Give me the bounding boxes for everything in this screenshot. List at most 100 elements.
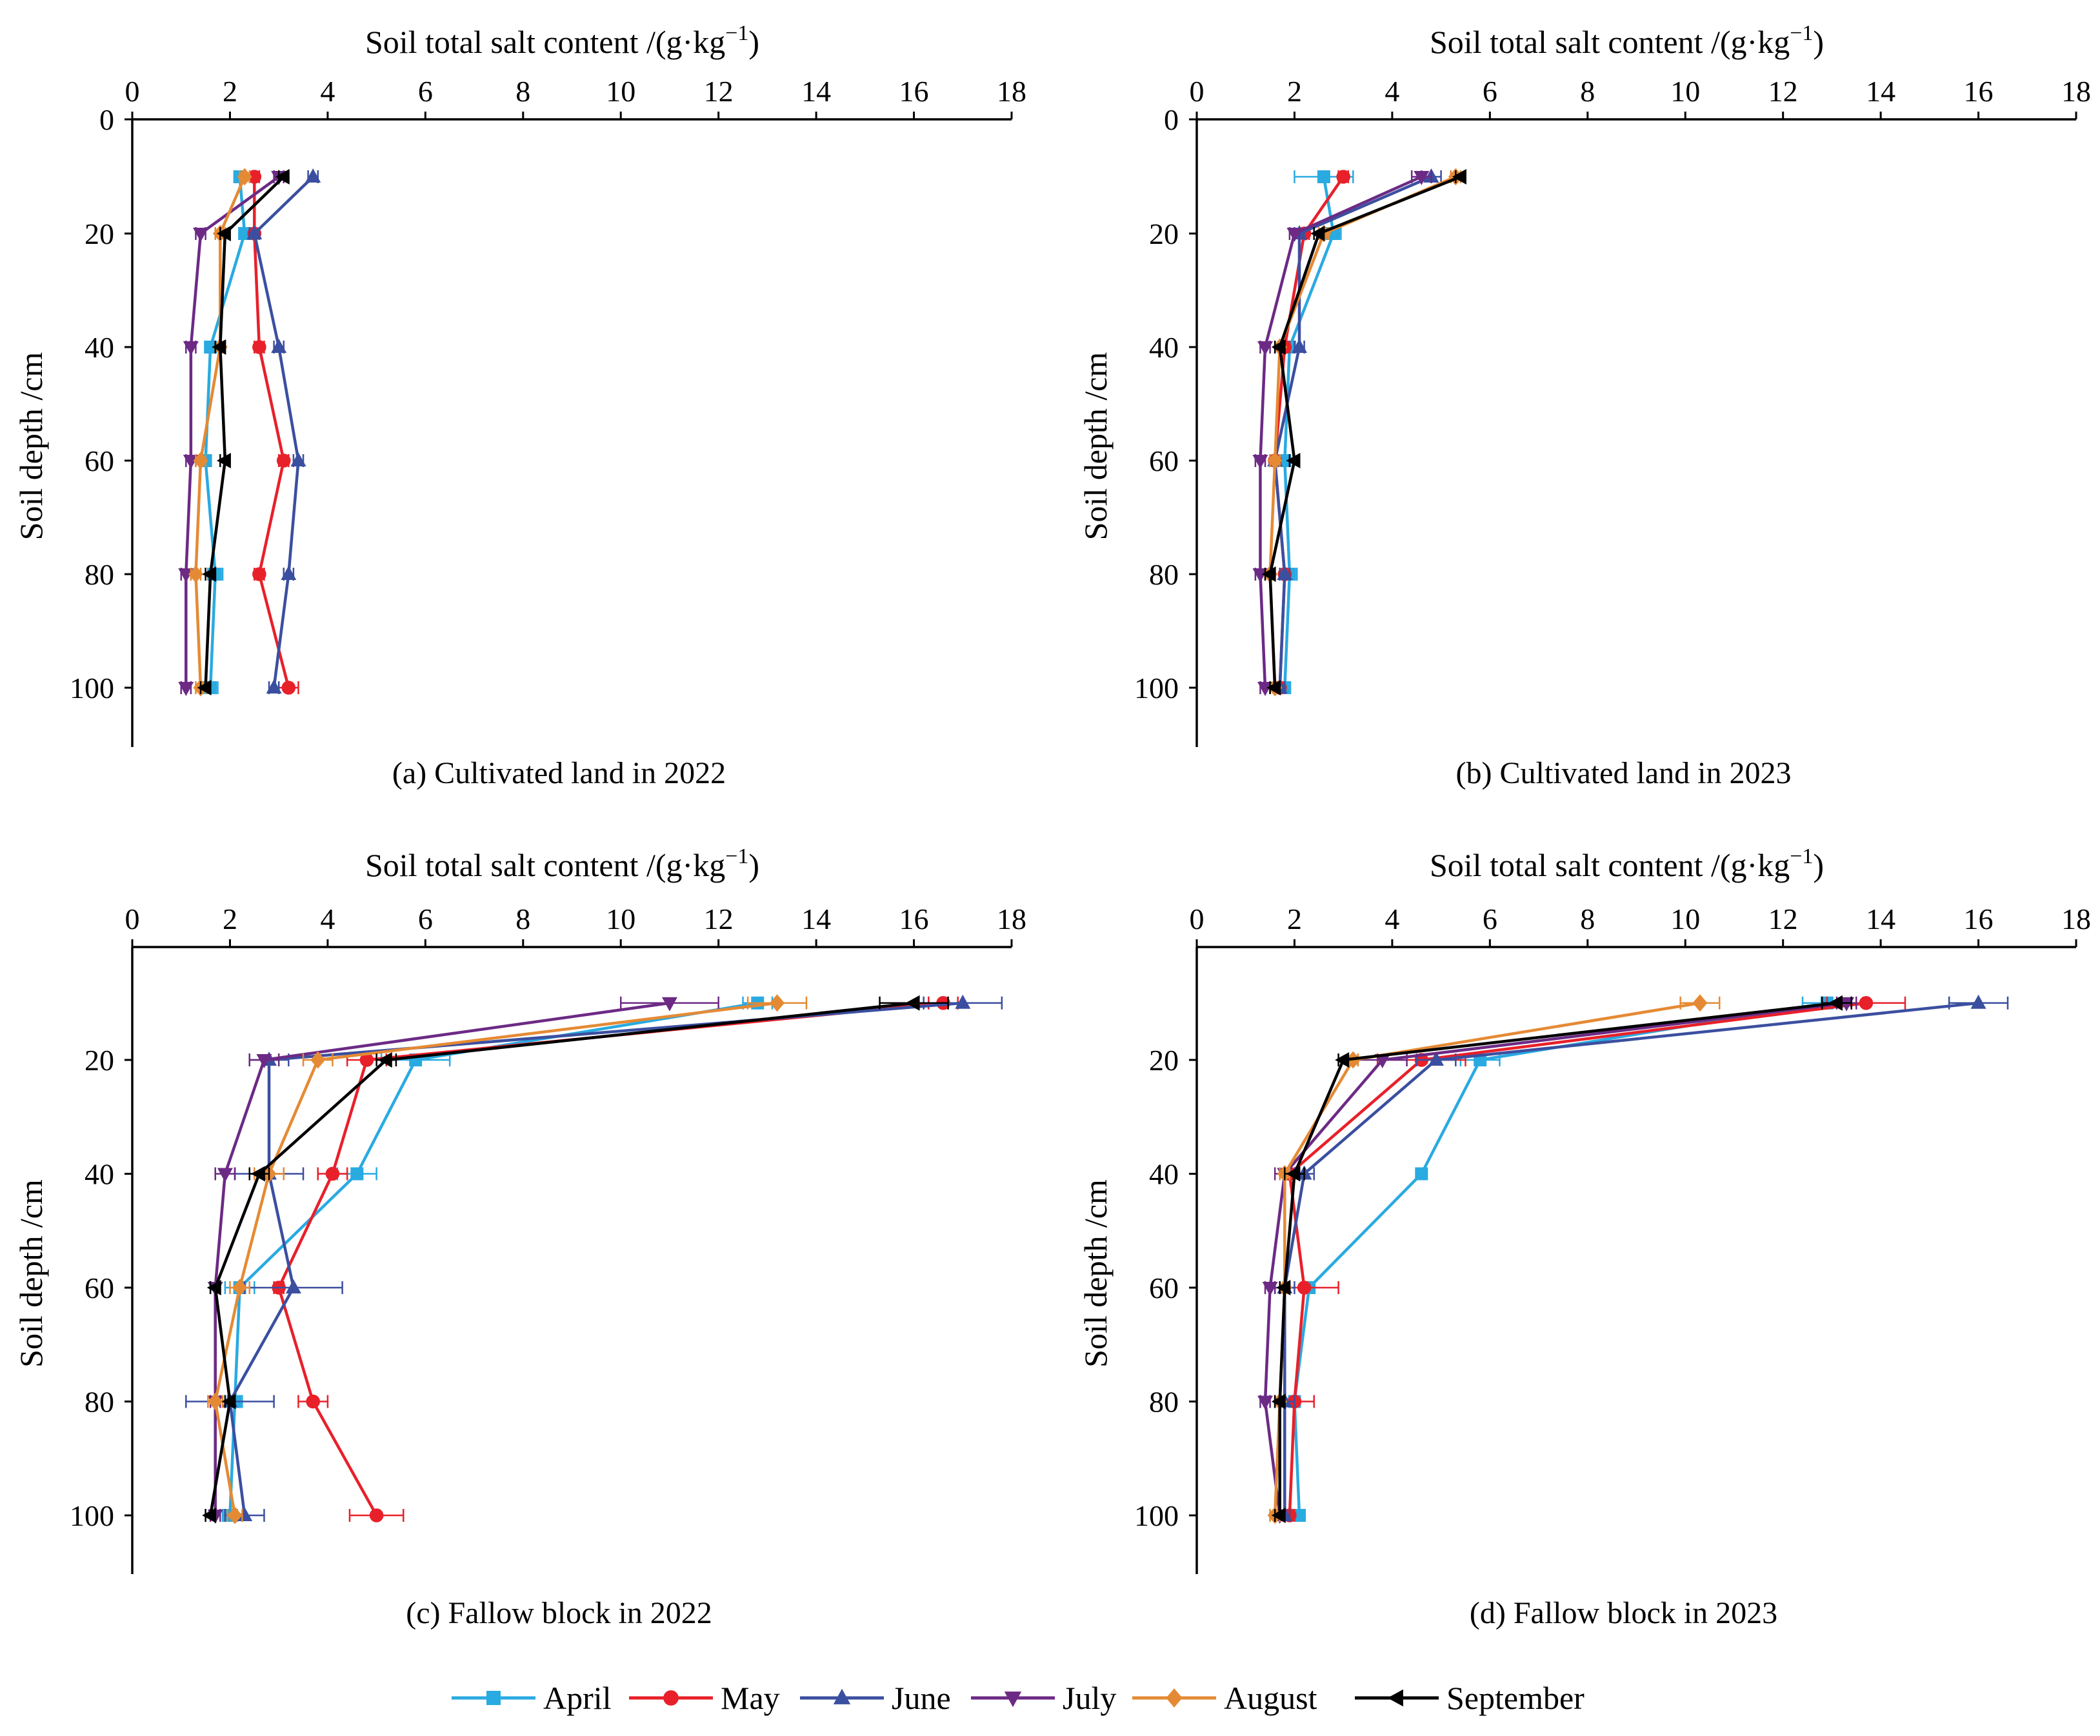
series-line <box>1273 175 1432 688</box>
data-point <box>1262 1282 1278 1296</box>
x-tick-label: 16 <box>1964 903 1994 935</box>
legend-item-june: June <box>800 1680 951 1716</box>
data-point <box>1286 1166 1301 1182</box>
data-point <box>1692 994 1708 1012</box>
series-line <box>253 175 314 688</box>
data-point <box>227 1506 243 1524</box>
data-point <box>197 680 212 695</box>
y-tick-label: 20 <box>85 217 114 250</box>
data-point <box>306 1394 320 1409</box>
x-tick-label: 8 <box>515 903 530 935</box>
data-point <box>212 339 226 355</box>
chart-panel-4: 0 2 4 6 8 10 12 14 16 18 Soil total salt content /… <box>1077 844 2091 1630</box>
x-tick-label: 14 <box>801 903 831 935</box>
y-tick-label: 80 <box>85 1386 114 1419</box>
series-september <box>202 995 949 1523</box>
y-tick-label: 20 <box>1149 1044 1179 1077</box>
legend-marker <box>663 1690 679 1706</box>
panels: 0 2 4 6 8 10 12 14 16 18 Soil total salt content /… <box>13 21 2091 1630</box>
x-tick-label: 4 <box>320 903 335 935</box>
data-point <box>1335 1052 1350 1068</box>
series-line <box>253 177 290 688</box>
legend-item-august: August <box>1132 1680 1317 1716</box>
series-may <box>1269 995 1906 1522</box>
data-point <box>1257 682 1274 696</box>
x-tick-label: 12 <box>704 903 734 935</box>
data-point <box>216 226 231 241</box>
panel-caption: (b) Cultivated land in 2023 <box>1456 756 1792 790</box>
series-line <box>1288 1001 1866 1516</box>
data-point <box>237 168 252 186</box>
series-line <box>1278 1001 1837 1515</box>
y-tick-label: 20 <box>85 1044 114 1077</box>
data-point <box>1839 997 1855 1012</box>
series-august <box>188 168 252 697</box>
legend-label: August <box>1224 1680 1317 1716</box>
legend-marker <box>1387 1689 1403 1707</box>
x-tick-label: 10 <box>1670 903 1700 935</box>
x-axis-title: Soil total salt content /(g·kg−1) <box>365 21 759 60</box>
legend-marker <box>1004 1691 1022 1708</box>
series-september <box>197 169 290 695</box>
data-point <box>1452 169 1466 185</box>
x-tick-label: 6 <box>418 903 433 935</box>
data-point <box>1278 454 1292 467</box>
data-point <box>1310 226 1325 241</box>
x-tick-label: 2 <box>1287 903 1302 935</box>
x-tick-label: 16 <box>1964 75 1994 108</box>
y-tick-label: 20 <box>1149 217 1179 250</box>
series-september <box>1261 169 1466 695</box>
y-tick-label: 40 <box>85 1158 114 1191</box>
series-july <box>1252 170 1432 696</box>
data-point <box>661 997 677 1012</box>
y-tick-label: 60 <box>1149 1272 1179 1304</box>
x-tick-label: 0 <box>1190 903 1205 935</box>
data-point <box>281 566 297 580</box>
x-tick-label: 10 <box>606 75 635 108</box>
legend-item-september: September <box>1355 1680 1585 1716</box>
series-line <box>204 175 285 688</box>
data-point <box>188 565 203 583</box>
data-point <box>1970 994 1986 1009</box>
x-tick-label: 4 <box>320 75 335 108</box>
legend-label: April <box>543 1680 612 1716</box>
y-tick-label: 80 <box>1149 1386 1179 1419</box>
legend-label: May <box>721 1680 780 1716</box>
series-line <box>208 1001 914 1516</box>
data-point <box>266 679 282 693</box>
x-tick-label: 14 <box>801 75 831 108</box>
data-point <box>1336 170 1350 184</box>
data-point <box>377 1052 392 1068</box>
x-tick-label: 10 <box>606 903 635 935</box>
series-august <box>1263 168 1463 697</box>
y-axis-title: Soil depth /cm <box>1077 1179 1114 1368</box>
series-line <box>214 1001 777 1516</box>
data-point <box>1293 1509 1306 1522</box>
series-line <box>204 176 246 688</box>
series-line <box>277 1001 944 1517</box>
legend-marker <box>1166 1688 1183 1708</box>
data-point <box>178 568 194 583</box>
series-line <box>185 175 280 688</box>
y-tick-label: 60 <box>85 444 114 477</box>
series-line <box>1263 1001 1847 1516</box>
y-tick-label: 100 <box>1134 1499 1179 1532</box>
x-tick-label: 6 <box>418 75 433 108</box>
data-point <box>1297 1281 1312 1295</box>
series-july <box>1257 996 1857 1524</box>
data-point <box>905 995 920 1011</box>
data-point <box>359 1053 374 1067</box>
data-point <box>1257 341 1274 355</box>
panel-caption: (a) Cultivated land in 2022 <box>392 756 726 790</box>
chart-panel-2: 0 2 4 6 8 10 12 14 16 18 Soil total salt content /… <box>1077 21 2091 790</box>
x-tick-label: 16 <box>899 75 929 108</box>
data-point <box>183 455 199 469</box>
x-tick-label: 2 <box>223 903 237 935</box>
y-tick-label: 40 <box>1149 1158 1179 1191</box>
series-may <box>272 995 959 1522</box>
series-september <box>1271 995 1852 1523</box>
series-may <box>247 170 299 695</box>
x-tick-label: 14 <box>1866 75 1895 108</box>
data-point <box>193 452 208 470</box>
